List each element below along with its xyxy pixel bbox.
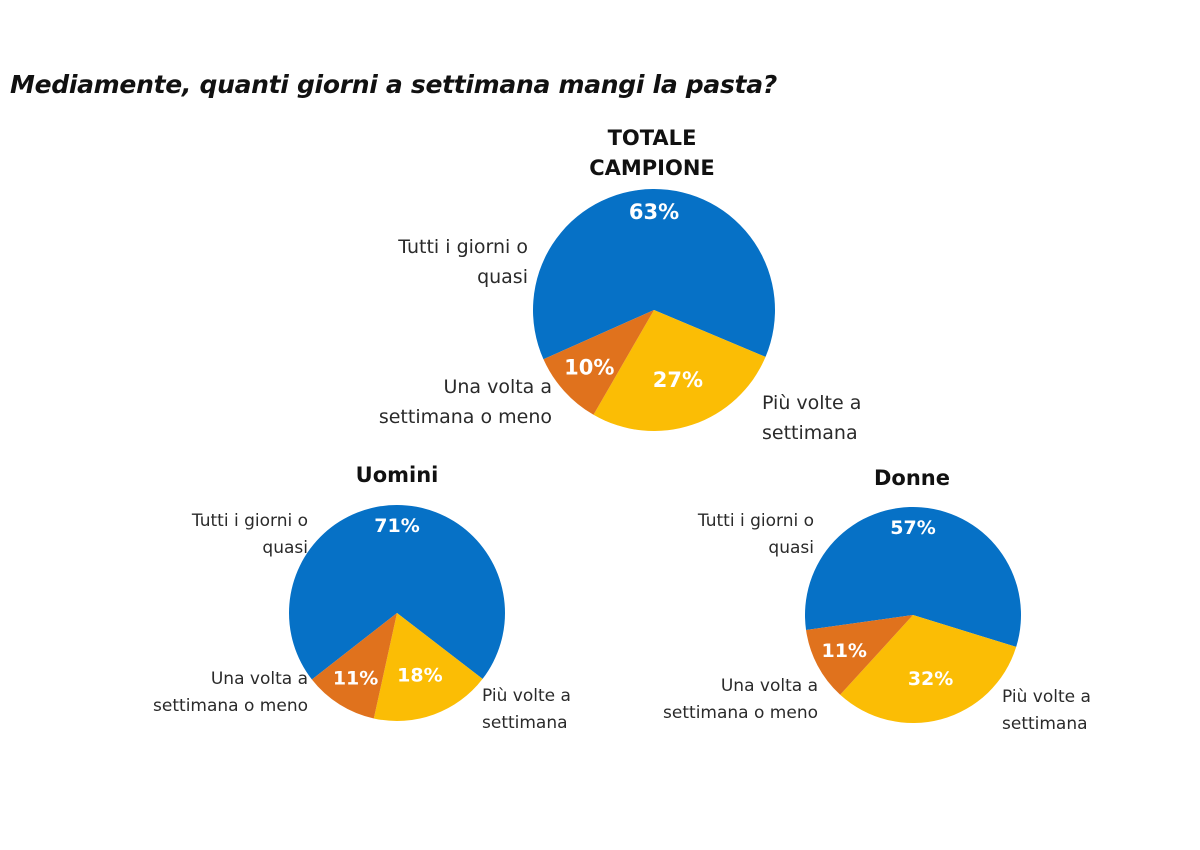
pie-title-line: Uomini [355,463,439,487]
pie-title-line: TOTALE [607,126,697,150]
slice-value-label-piu: 27% [653,368,703,392]
chart-title: Mediamente, quanti giorni a settimana ma… [10,70,777,99]
slice-value-label-piu: 32% [908,668,953,690]
pie-title-donne: Donne [812,463,1012,493]
slice-label-una-uomini: Una volta a settimana o meno [153,669,308,716]
pie-title-line: CAMPIONE [589,156,715,180]
pie-slice-tutti [533,189,775,360]
pie-slice-una [806,615,913,695]
slice-label-tutti-donne: Tutti i giorni o quasi [697,511,814,558]
slice-value-label-una: 11% [333,667,378,689]
slice-label-una-donne: Una volta a settimana o meno [663,676,818,723]
pie-title-uomini: Uomini [297,460,497,490]
slice-label-una-totale: Una volta a settimana o meno [378,376,552,428]
slice-label-piu-uomini: Più volte a settimana [482,686,571,733]
slice-value-label-una: 11% [821,640,866,662]
pie-slice-piu [593,310,766,431]
slice-value-label-tutti: 57% [890,517,935,539]
slice-label-tutti-totale: Tutti i giorni o quasi [398,236,528,288]
pie-slice-una [543,310,654,415]
pie-title-totale: TOTALE CAMPIONE [552,123,752,183]
slice-label-tutti-uomini: Tutti i giorni o quasi [191,511,308,558]
pie-slice-tutti [805,507,1021,647]
pie-slice-una [311,613,397,719]
slice-value-label-tutti: 63% [629,200,679,224]
pie-slice-piu [373,613,483,721]
pie-slice-piu [840,615,1017,723]
slice-value-label-piu: 18% [397,664,442,686]
slice-label-piu-donne: Più volte a settimana [1002,687,1091,734]
slice-value-label-tutti: 71% [374,515,419,537]
pie-title-line: Donne [873,466,950,490]
slice-label-piu-totale: Più volte a settimana [762,392,862,444]
slice-value-label-una: 10% [564,355,614,379]
pie-slice-tutti [289,505,505,680]
